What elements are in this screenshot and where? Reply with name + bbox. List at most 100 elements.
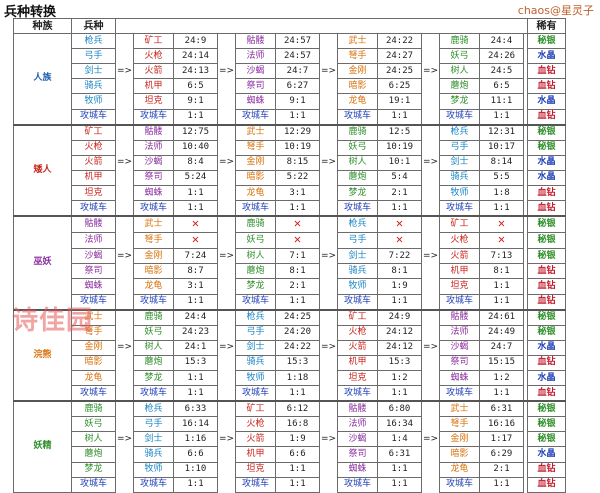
source-unit: 矿工 xyxy=(71,123,116,141)
arrow-spacer xyxy=(319,400,338,417)
rare-resource: 血钻 xyxy=(527,385,566,402)
arrow-spacer xyxy=(421,355,440,371)
source-unit: 蜘蛛 xyxy=(71,278,116,295)
ratio-value: 1:1 xyxy=(275,461,320,478)
target-unit: 蘑炮 xyxy=(133,354,174,371)
rare-resource: 血钻 xyxy=(527,476,566,493)
source-unit: 攻城车 xyxy=(71,293,116,311)
target-unit: 梦龙 xyxy=(439,93,480,110)
target-unit: 蘑炮 xyxy=(337,169,378,187)
table-row: 牧师 坦克 9:1 蜘蛛 9:1 龙龟 19:1 梦龙 11:1 水晶 xyxy=(14,93,566,110)
ratio-value: 1:1 xyxy=(377,461,422,478)
ratio-value: 24:9 xyxy=(173,33,218,50)
arrow-spacer xyxy=(421,446,440,463)
arrow-spacer xyxy=(421,278,440,294)
arrow-spacer xyxy=(115,446,134,463)
ratio-value: ✕ xyxy=(377,232,422,250)
ratio-value: 24:57 xyxy=(275,48,320,65)
rare-resource: 秘银 xyxy=(527,33,566,50)
arrow-spacer xyxy=(319,170,338,186)
race-cell: 人族 xyxy=(13,33,72,126)
target-unit: 鹿骑 xyxy=(439,33,480,50)
rare-resource: 血钻 xyxy=(527,278,566,295)
source-unit: 暗影 xyxy=(71,354,116,371)
ratio-value: 16:34 xyxy=(377,416,422,433)
ratio-value: 12:5 xyxy=(377,123,422,141)
arrow-spacer xyxy=(115,355,134,371)
cross-icon: ✕ xyxy=(293,232,302,247)
arrow-spacer xyxy=(217,263,236,279)
source-unit: 祭司 xyxy=(71,263,116,280)
target-unit: 武士 xyxy=(337,33,378,50)
ratio-value: 6:29 xyxy=(479,446,524,463)
arrow-spacer xyxy=(217,446,236,463)
target-unit: 坦克 xyxy=(439,278,480,295)
target-unit: 枪兵 xyxy=(439,123,480,141)
unit-conversion-table: 种族 兵种 稀有 人族 枪兵 矿工 24:9 骷髅 24:57 武士 24:22 鹿骑 24:4 秘… xyxy=(13,17,566,493)
cross-icon: ✕ xyxy=(191,232,200,247)
ratio-value: 1:1 xyxy=(173,385,218,402)
target-unit: 坦克 xyxy=(235,461,276,478)
target-unit: 暗影 xyxy=(235,169,276,187)
ratio-value: 24:25 xyxy=(377,63,422,80)
table-row: 法师 弩手 ✕ 妖弓 ✕ 弓手 ✕ 火枪 ✕ 秘银 xyxy=(14,232,566,250)
target-unit: 法师 xyxy=(235,48,276,65)
ratio-value: 1:1 xyxy=(173,293,218,311)
target-unit: 攻城车 xyxy=(337,476,378,493)
ratio-value: 24:13 xyxy=(173,63,218,80)
target-unit: 攻城车 xyxy=(337,293,378,311)
target-unit: 矿工 xyxy=(133,33,174,50)
target-unit: 妖弓 xyxy=(439,48,480,65)
source-unit: 武士 xyxy=(71,308,116,326)
target-unit: 树人 xyxy=(337,154,378,171)
ratio-value: 7:1 xyxy=(275,248,320,265)
ratio-value: 6:25 xyxy=(377,78,422,95)
rare-resource: 血钻 xyxy=(527,200,566,217)
target-unit: 牧师 xyxy=(337,278,378,295)
ratio-value: 16:16 xyxy=(479,416,524,433)
ratio-value: 1:1 xyxy=(173,476,218,493)
target-unit: 沙蝎 xyxy=(337,431,378,448)
arrow-label: => xyxy=(217,63,236,79)
ratio-value: 24:61 xyxy=(479,308,524,326)
ratio-value: 9:1 xyxy=(173,93,218,110)
target-unit: 骷髅 xyxy=(235,33,276,50)
rare-resource: 水晶 xyxy=(527,446,566,463)
source-unit: 骑兵 xyxy=(71,78,116,95)
ratio-value: 24:1 xyxy=(173,339,218,356)
ratio-value: 15:15 xyxy=(479,354,524,371)
rare-resource: 秘银 xyxy=(527,215,566,234)
ratio-value: 24:9 xyxy=(377,308,422,326)
ratio-value: 1:16 xyxy=(173,431,218,448)
arrow-spacer xyxy=(319,446,338,463)
source-unit: 蘑炮 xyxy=(71,446,116,463)
ratio-value: 1:10 xyxy=(173,461,218,478)
ratio-value: 1:8 xyxy=(479,185,524,202)
ratio-value: 24:25 xyxy=(275,308,320,326)
target-unit: 火枪 xyxy=(133,48,174,65)
ratio-value: 3:1 xyxy=(275,185,320,202)
arrow-spacer xyxy=(319,370,338,386)
target-unit: 蜘蛛 xyxy=(337,461,378,478)
ratio-value: 19:1 xyxy=(377,93,422,110)
header-rare: 稀有 xyxy=(527,17,566,35)
ratio-value: 24:4 xyxy=(173,308,218,326)
arrow-spacer xyxy=(217,78,236,94)
target-unit: 机甲 xyxy=(439,263,480,280)
arrow-spacer xyxy=(319,123,338,141)
arrow-spacer xyxy=(319,416,338,432)
rare-resource: 秘银 xyxy=(527,139,566,156)
target-unit: 剑士 xyxy=(439,154,480,171)
target-unit: 暗影 xyxy=(337,78,378,95)
arrow-spacer xyxy=(217,232,236,249)
ratio-value: 11:1 xyxy=(479,93,524,110)
target-unit: 攻城车 xyxy=(337,200,378,217)
ratio-value: 24:49 xyxy=(479,324,524,341)
arrow-spacer xyxy=(319,215,338,233)
target-unit: 火箭 xyxy=(133,63,174,80)
ratio-value: 24:23 xyxy=(173,324,218,341)
source-unit: 攻城车 xyxy=(71,385,116,402)
target-unit: 蜘蛛 xyxy=(133,185,174,202)
rare-resource: 秘银 xyxy=(527,431,566,448)
target-unit: 龙龟 xyxy=(337,93,378,110)
